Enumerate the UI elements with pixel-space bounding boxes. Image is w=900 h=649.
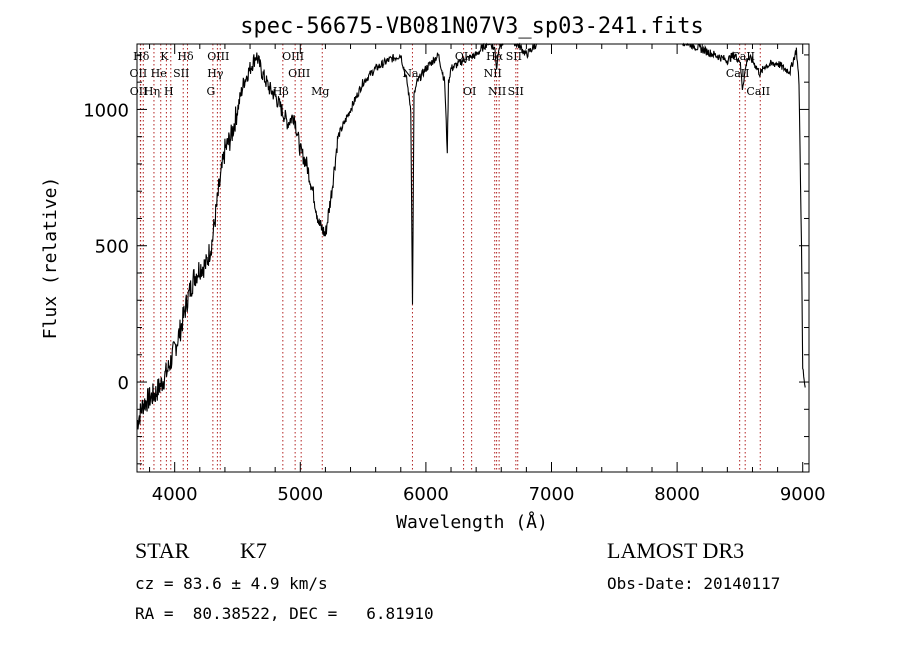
redshift-readout: cz = 83.6 ± 4.9 km/s	[135, 574, 328, 593]
x-axis: 4000 5000 6000 7000 8000 9000	[149, 44, 826, 505]
marker-label-13: OIII	[288, 67, 310, 80]
x-tick-label-4: 8000	[654, 484, 700, 505]
y-tick-label-1: 500	[95, 237, 129, 258]
marker-label-23: OI	[463, 85, 476, 98]
marker-label-0: Hδ	[133, 50, 150, 63]
marker-label-18: Hη	[144, 85, 160, 98]
obs-date: Obs-Date: 20140117	[607, 574, 781, 593]
marker-label-2: Hδ	[177, 50, 194, 63]
x-tick-label-0: 4000	[152, 484, 198, 505]
marker-label-4: OIII	[282, 50, 304, 63]
marker-label-15: NII	[484, 67, 502, 80]
survey-label: LAMOST DR3	[607, 538, 745, 563]
marker-label-3: OIII	[207, 50, 229, 63]
marker-label-25: SII	[508, 85, 524, 98]
chart-title: spec-56675-VB081N07V3_sp03-241.fits	[240, 14, 704, 39]
marker-label-5: OI	[455, 50, 468, 63]
x-axis-label: Wavelength (Å)	[396, 511, 548, 533]
y-tick-label-0: 0	[118, 373, 129, 394]
marker-label-10: He	[151, 67, 167, 80]
marker-label-11: SII	[173, 67, 189, 80]
marker-label-16: CaII	[726, 67, 750, 80]
plot-frame	[136, 43, 810, 473]
marker-label-17: OII	[130, 85, 148, 98]
marker-label-22: Mg	[311, 85, 329, 98]
object-class: STAR	[135, 538, 190, 563]
y-axis: 0 500 1000	[83, 54, 809, 465]
marker-label-26: CaII	[746, 85, 770, 98]
y-tick-label-2: 1000	[83, 100, 129, 121]
x-tick-label-2: 6000	[403, 484, 449, 505]
marker-label-24: NII	[488, 85, 506, 98]
marker-label-1: K	[160, 50, 169, 63]
x-tick-label-3: 7000	[529, 484, 575, 505]
object-subclass: K7	[240, 538, 267, 563]
x-tick-label-1: 5000	[277, 484, 323, 505]
y-axis-label: Flux (relative)	[40, 177, 61, 340]
marker-label-7: SII	[506, 50, 522, 63]
marker-label-12: Hγ	[207, 67, 224, 80]
line-markers	[139, 44, 761, 472]
coordinates: RA = 80.38522, DEC = 6.81910	[135, 604, 434, 623]
marker-label-20: G	[206, 85, 215, 98]
marker-label-19: H	[164, 85, 174, 98]
x-tick-label-5: 9000	[780, 484, 826, 505]
marker-label-9: OII	[130, 67, 148, 80]
marker-label-21: Hβ	[273, 85, 289, 98]
spectrum-line	[136, 42, 806, 430]
